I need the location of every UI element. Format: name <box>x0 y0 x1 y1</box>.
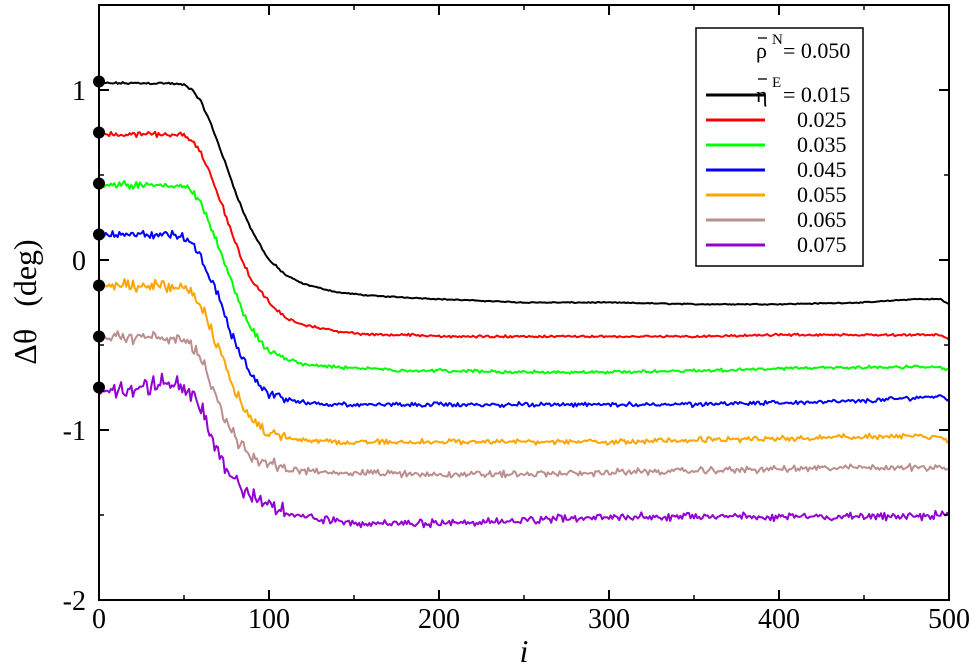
legend-header-sup: N <box>772 32 783 48</box>
x-tick-label: 200 <box>418 604 460 635</box>
legend-label: 0.045 <box>797 157 847 182</box>
series-line-0.045 <box>98 229 950 409</box>
legend-entry-0.065: 0.065 <box>706 207 847 232</box>
series-line-0.035 <box>98 179 950 375</box>
series-layer <box>98 81 950 529</box>
y-axis-label-symbol: Δθ <box>7 329 43 365</box>
legend-label: 0.025 <box>797 107 847 132</box>
x-tick-label: 0 <box>92 604 106 635</box>
tick-layer: 0 100 200 300 400 500 -2 -1 0 1 <box>63 5 970 635</box>
legend-entry-0.035: 0.035 <box>706 132 847 157</box>
x-tick-label: 500 <box>928 604 970 635</box>
series-line-0.065 <box>98 330 949 479</box>
legend-series-symbol: η <box>756 82 768 107</box>
y-tick-label: -2 <box>63 586 86 617</box>
svg-text:Δθ (deg): Δθ (deg) <box>7 239 43 364</box>
series-line-0.015 <box>98 81 950 306</box>
legend-box <box>695 27 864 267</box>
series-line-0.075 <box>98 372 950 529</box>
legend-entry-0.055: 0.055 <box>706 182 847 207</box>
legend-entry-0.045: 0.045 <box>706 157 847 182</box>
x-tick-label: 100 <box>248 604 290 635</box>
legend: ρ N = 0.050 η E = 0.0150.0250.0350.0450.05… <box>695 27 864 267</box>
legend-entry-0.075: 0.075 <box>706 232 847 257</box>
x-axis-label: i <box>520 633 529 668</box>
legend-header-symbol: ρ <box>756 38 767 63</box>
y-tick-label: 1 <box>72 76 86 107</box>
x-tick-label: 400 <box>758 604 800 635</box>
legend-entry-0.015: η E = 0.015 <box>706 75 850 107</box>
y-axis-label: Δθ (deg) <box>7 239 43 364</box>
y-tick-label: 0 <box>72 246 86 277</box>
legend-header-value: = 0.050 <box>783 38 850 63</box>
y-tick-label: -1 <box>63 416 86 447</box>
legend-header: ρ N = 0.050 <box>756 32 850 63</box>
x-tick-label: 300 <box>588 604 630 635</box>
y-axis-label-unit: (deg) <box>7 239 43 307</box>
legend-label: 0.065 <box>797 207 847 232</box>
series-line-0.025 <box>98 130 950 341</box>
legend-label: 0.075 <box>797 232 847 257</box>
legend-label: = 0.015 <box>783 82 850 107</box>
series-line-0.055 <box>98 278 950 446</box>
legend-label: 0.055 <box>797 182 847 207</box>
legend-label: 0.035 <box>797 132 847 157</box>
legend-entry-0.025: 0.025 <box>706 107 847 132</box>
x-axis-label-text: i <box>520 633 529 668</box>
legend-series-sup: E <box>772 75 781 91</box>
